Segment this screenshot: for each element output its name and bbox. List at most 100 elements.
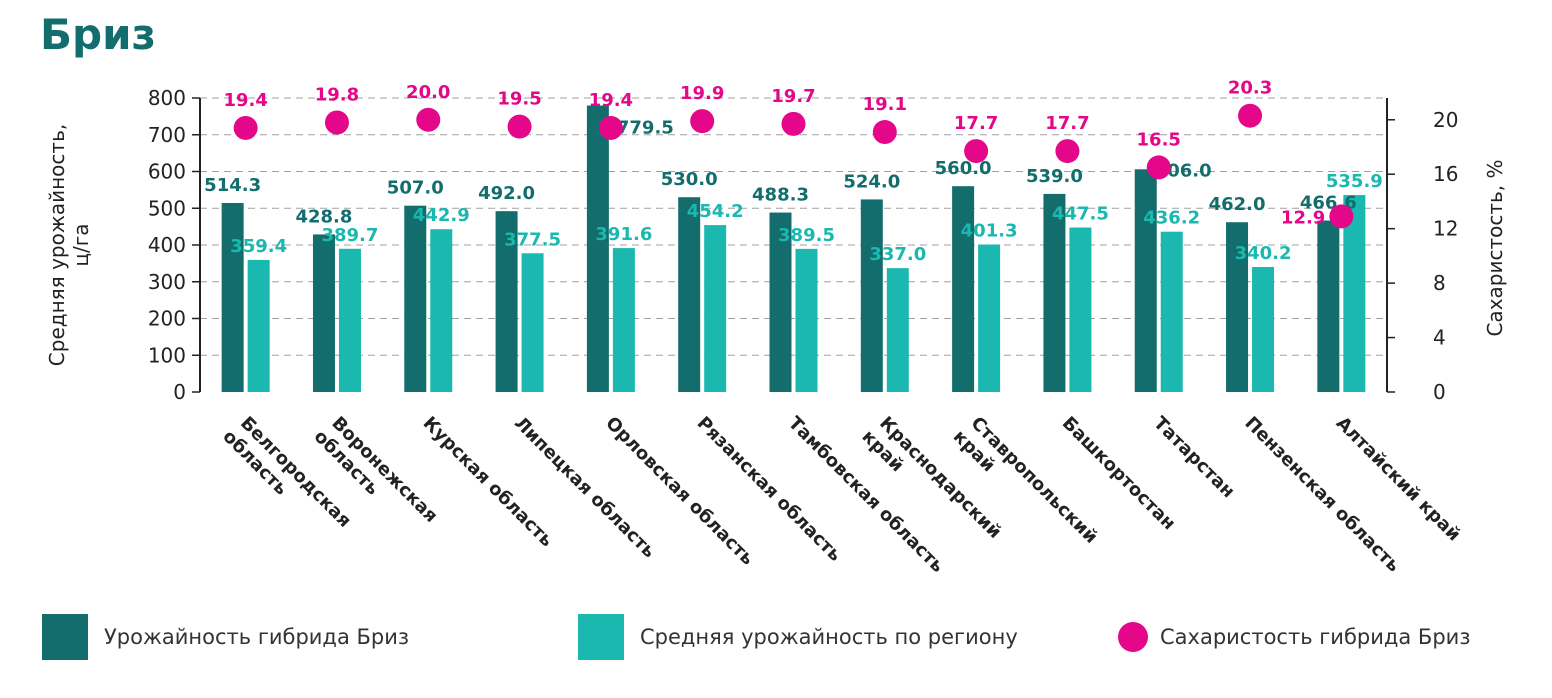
sugar-marker (964, 139, 989, 164)
bar-hybrid-yield (860, 199, 883, 392)
data-label-sugar: 16.5 (1137, 129, 1181, 150)
bar-region-yield (430, 229, 453, 392)
data-label-region-yield: 391.6 (595, 224, 652, 245)
sugar-marker (1329, 204, 1354, 229)
sugar-marker (233, 115, 258, 140)
y-tick-label: 800 (148, 86, 186, 110)
y-tick-label: 200 (148, 307, 186, 331)
bar-hybrid-yield (678, 197, 701, 392)
y-tick-label: 500 (148, 196, 186, 220)
x-tick-label: Татарстан (1149, 413, 1239, 503)
legend-label-sugar: Сахаристость гибрида Бриз (1160, 625, 1471, 649)
bar-hybrid-yield (404, 205, 427, 392)
bar-hybrid-yield (586, 105, 609, 392)
sugar-marker (507, 114, 532, 139)
data-label-region-yield: 340.2 (1235, 243, 1292, 264)
legend-label-hybrid-yield: Урожайность гибрида Бриз (104, 625, 410, 649)
data-label-hybrid-yield: 428.8 (295, 206, 352, 227)
data-label-sugar: 19.8 (315, 85, 359, 106)
legend-swatch-hybrid-yield (42, 614, 88, 660)
y-axis-title: ц/га (69, 223, 93, 266)
legend-swatch-region-yield (578, 614, 624, 660)
x-tick-label: Орловская область (601, 413, 758, 570)
data-label-sugar: 20.3 (1228, 78, 1272, 99)
data-label-region-yield: 436.2 (1143, 208, 1200, 229)
y2-tick-label: 20 (1433, 108, 1458, 132)
data-label-region-yield: 377.5 (504, 229, 561, 250)
bar-hybrid-yield (312, 234, 335, 392)
y-tick-label: 600 (148, 160, 186, 184)
x-tick-label-line: Пензенская область (1241, 413, 1405, 577)
bar-region-yield (1343, 195, 1366, 392)
sugar-marker (416, 107, 441, 132)
sugar-marker (324, 110, 349, 135)
bar-region-yield (704, 225, 727, 392)
x-tick-label-line: Татарстан (1149, 413, 1239, 503)
bar-region-yield (795, 248, 818, 392)
bar-hybrid-yield (769, 212, 792, 392)
y-tick-label: 700 (148, 123, 186, 147)
x-tick-label: Пензенская область (1241, 413, 1405, 577)
bar-region-yield (247, 259, 270, 392)
sugar-marker (1238, 103, 1263, 128)
y-tick-label: 400 (148, 233, 186, 257)
data-label-hybrid-yield: 507.0 (387, 178, 444, 199)
data-label-hybrid-yield: 524.0 (843, 171, 900, 192)
y2-tick-label: 4 (1433, 326, 1446, 350)
y-tick-label: 100 (148, 343, 186, 367)
bar-hybrid-yield (1317, 220, 1340, 392)
bar-region-yield (1069, 227, 1092, 392)
legend-label-region-yield: Средняя урожайность по региону (640, 625, 1018, 649)
bar-region-yield (1160, 231, 1183, 392)
x-tick-label-line: Орловская область (601, 413, 758, 570)
sugar-marker (1146, 155, 1171, 180)
data-label-hybrid-yield: 539.0 (1026, 166, 1083, 187)
bar-hybrid-yield (1043, 193, 1066, 392)
bar-hybrid-yield (1134, 169, 1157, 392)
data-label-hybrid-yield: 462.0 (1209, 194, 1266, 215)
sugar-marker (690, 109, 715, 134)
y-tick-label: 0 (173, 380, 186, 404)
data-label-sugar: 19.4 (223, 90, 267, 111)
sugar-marker (781, 111, 806, 136)
data-label-region-yield: 337.0 (869, 244, 926, 265)
y-tick-label: 300 (148, 270, 186, 294)
sugar-marker (598, 115, 623, 140)
data-label-hybrid-yield: 492.0 (478, 183, 535, 204)
data-label-region-yield: 447.5 (1052, 204, 1109, 225)
data-label-region-yield: 535.9 (1326, 171, 1383, 192)
bar-region-yield (521, 253, 544, 392)
bar-region-yield (886, 268, 909, 392)
data-label-region-yield: 389.7 (321, 225, 378, 246)
data-label-sugar: 17.7 (1045, 113, 1089, 134)
bar-region-yield (1252, 266, 1275, 392)
y2-axis-title: Сахаристость, % (1483, 159, 1507, 336)
bar-hybrid-yield (952, 186, 975, 392)
data-label-hybrid-yield: 488.3 (752, 185, 809, 206)
bar-region-yield (978, 244, 1001, 392)
bar-region-yield (338, 248, 361, 392)
data-label-region-yield: 359.4 (230, 236, 287, 257)
y2-tick-label: 12 (1433, 217, 1458, 241)
data-label-sugar: 17.7 (954, 113, 998, 134)
data-label-hybrid-yield: 779.5 (617, 118, 674, 139)
y-axis-title: Средняя урожайность, (45, 124, 69, 366)
data-label-sugar: 12.9 (1281, 207, 1325, 228)
y2-tick-label: 16 (1433, 162, 1458, 186)
data-label-sugar: 19.9 (680, 83, 724, 104)
data-label-hybrid-yield: 530.0 (661, 169, 718, 190)
y2-tick-label: 8 (1433, 271, 1446, 295)
data-label-sugar: 20.0 (406, 82, 450, 103)
data-label-sugar: 19.7 (771, 86, 815, 107)
sugar-marker (872, 120, 897, 145)
bar-hybrid-yield (1226, 222, 1249, 392)
data-label-region-yield: 442.9 (413, 205, 470, 226)
data-label-sugar: 19.4 (589, 90, 633, 111)
data-label-region-yield: 454.2 (687, 201, 744, 222)
data-label-region-yield: 389.5 (778, 225, 835, 246)
sugar-marker (1055, 139, 1080, 164)
data-label-hybrid-yield: 560.0 (935, 158, 992, 179)
legend-marker-sugar (1118, 622, 1148, 652)
bar-region-yield (612, 248, 635, 392)
